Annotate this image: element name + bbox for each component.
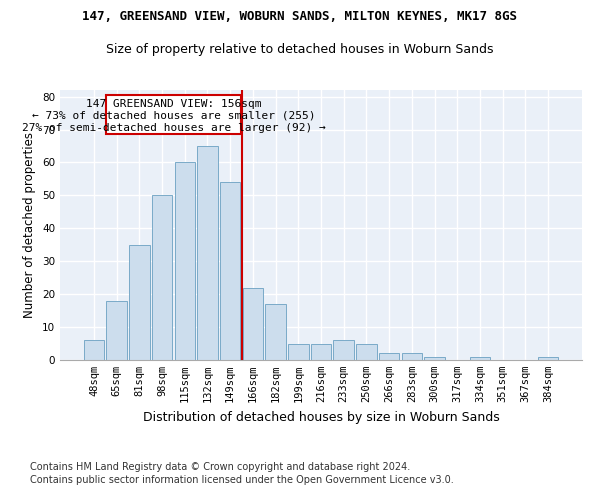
- Bar: [129, 245, 149, 360]
- Bar: [311, 344, 331, 360]
- Bar: [538, 356, 558, 360]
- Bar: [175, 162, 195, 360]
- Text: Contains public sector information licensed under the Open Government Licence v3: Contains public sector information licen…: [30, 475, 454, 485]
- Bar: [106, 300, 127, 360]
- X-axis label: Distribution of detached houses by size in Woburn Sands: Distribution of detached houses by size …: [143, 410, 499, 424]
- Bar: [152, 196, 172, 360]
- Text: ← 73% of detached houses are smaller (255): ← 73% of detached houses are smaller (25…: [32, 110, 316, 120]
- Bar: [265, 304, 286, 360]
- Text: 147, GREENSAND VIEW, WOBURN SANDS, MILTON KEYNES, MK17 8GS: 147, GREENSAND VIEW, WOBURN SANDS, MILTO…: [83, 10, 517, 23]
- Bar: [424, 356, 445, 360]
- Text: 27% of semi-detached houses are larger (92) →: 27% of semi-detached houses are larger (…: [22, 122, 326, 132]
- Text: 147 GREENSAND VIEW: 156sqm: 147 GREENSAND VIEW: 156sqm: [86, 99, 262, 109]
- Bar: [242, 288, 263, 360]
- Bar: [356, 344, 377, 360]
- Y-axis label: Number of detached properties: Number of detached properties: [23, 132, 37, 318]
- Bar: [84, 340, 104, 360]
- Bar: [334, 340, 354, 360]
- Bar: [470, 356, 490, 360]
- Bar: [288, 344, 308, 360]
- FancyBboxPatch shape: [106, 95, 241, 134]
- Bar: [220, 182, 241, 360]
- Bar: [379, 354, 400, 360]
- Bar: [197, 146, 218, 360]
- Bar: [401, 354, 422, 360]
- Text: Contains HM Land Registry data © Crown copyright and database right 2024.: Contains HM Land Registry data © Crown c…: [30, 462, 410, 472]
- Text: Size of property relative to detached houses in Woburn Sands: Size of property relative to detached ho…: [106, 42, 494, 56]
